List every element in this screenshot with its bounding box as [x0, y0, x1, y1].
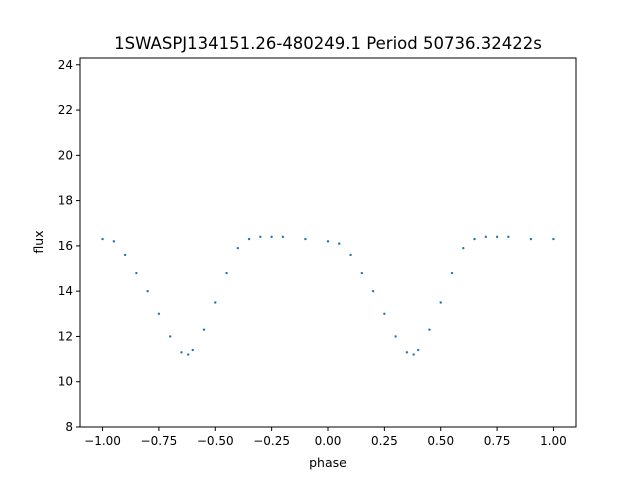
scatter-point	[495, 235, 499, 239]
y-tick-label: 8	[65, 420, 73, 434]
y-tick-label: 16	[58, 239, 73, 253]
scatter-point	[552, 237, 555, 241]
scatter-point	[416, 348, 420, 352]
x-axis-ticks: −1.00 −0.75 −0.50 −0.25 0.00 0.25 0.50 0.75 1.00	[84, 427, 567, 448]
scatter-point	[123, 253, 127, 257]
x-tick-label: 0.25	[371, 434, 398, 448]
scatter-point	[383, 312, 386, 316]
scatter-point	[304, 237, 307, 241]
x-tick-label: 0.75	[484, 434, 511, 448]
scatter-point	[371, 289, 375, 293]
x-tick-label: 1.00	[540, 434, 567, 448]
scatter-point	[270, 235, 273, 239]
scatter-point	[405, 351, 409, 354]
y-tick-label: 22	[58, 103, 73, 117]
scatter-point	[412, 353, 415, 356]
scatter-point	[236, 246, 240, 250]
x-tick-label: 0.50	[427, 434, 454, 448]
chart-title: 1SWASPJ134151.26-480249.1 Period 50736.3…	[114, 34, 542, 53]
scatter-point	[428, 328, 431, 331]
scatter-point	[338, 242, 341, 245]
scatter-point	[484, 235, 488, 239]
scatter-point	[360, 271, 364, 275]
scatter-point	[225, 271, 228, 275]
scatter-point	[326, 240, 330, 243]
scatter-point	[507, 235, 510, 239]
scatter-point	[202, 328, 206, 331]
scatter-point	[450, 271, 454, 275]
scatter-point	[101, 237, 104, 241]
y-tick-label: 18	[58, 194, 73, 208]
scatter-point	[135, 271, 138, 275]
scatter-point	[247, 237, 251, 241]
scatter-point	[214, 301, 217, 304]
y-tick-label: 20	[58, 148, 73, 162]
x-tick-label: −1.00	[84, 434, 121, 448]
scatter-point	[180, 351, 183, 354]
scatter-point	[187, 353, 190, 356]
y-tick-label: 12	[58, 329, 73, 343]
x-tick-label: −0.50	[197, 434, 234, 448]
x-axis-label: phase	[309, 455, 347, 470]
scatter-points	[101, 235, 555, 356]
x-tick-label: −0.25	[253, 434, 290, 448]
scatter-point	[462, 246, 465, 250]
x-tick-label: 0.00	[315, 434, 342, 448]
scatter-point	[349, 253, 352, 257]
scatter-point	[259, 235, 262, 239]
y-tick-label: 14	[58, 284, 73, 298]
scatter-point	[191, 348, 194, 352]
scatter-point	[473, 237, 476, 241]
scatter-point	[394, 335, 397, 338]
scatter-point	[112, 240, 116, 243]
scatter-point	[529, 237, 533, 241]
scatter-point	[439, 301, 442, 304]
scatter-point	[146, 289, 149, 293]
y-tick-label: 10	[58, 375, 73, 389]
scatter-point	[168, 335, 172, 338]
y-tick-label: 24	[58, 58, 73, 72]
scatter-point	[281, 235, 285, 239]
y-axis-label: flux	[31, 230, 46, 253]
y-axis-ticks: 8 10 12 14 16 18 20 22 24	[58, 58, 80, 434]
scatter-point	[157, 312, 161, 316]
x-tick-label: −0.75	[141, 434, 178, 448]
